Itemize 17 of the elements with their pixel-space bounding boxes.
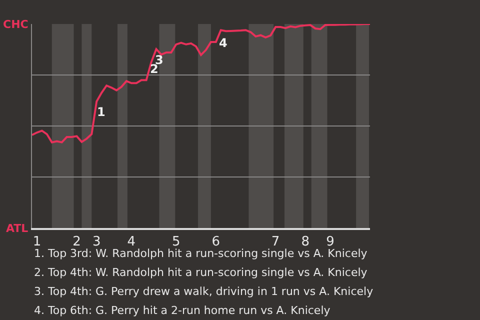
x-tick-label: 5	[172, 234, 180, 250]
text: 2. Top 4th: W. Randolph hit a run-scoring single vs A. Knicely	[34, 266, 368, 279]
text: ATL	[6, 222, 28, 235]
x-tick-label: 3	[92, 234, 101, 250]
x-tick-label: 2	[72, 234, 81, 250]
x-tick-label: 1	[32, 234, 42, 250]
x-tick-label: 6	[212, 234, 220, 250]
text: 1. Top 3rd: W. Randolph hit a run-scoring single vs A. Knicely	[34, 247, 368, 260]
x-tick-label: 7	[271, 234, 280, 250]
x-tick-label: 9	[326, 234, 334, 250]
annotation: 4	[219, 36, 228, 50]
x-tick-label: 4	[127, 234, 136, 250]
x-tick-label: 8	[301, 234, 310, 250]
text: CHC	[3, 18, 28, 31]
text: 3. Top 4th: G. Perry drew a walk, driving in 1 run vs A. Knicely	[34, 285, 374, 298]
text: 4. Top 6th: G. Perry hit a 2-run home run vs A. Knicely	[34, 304, 331, 317]
annotation: 1	[97, 105, 106, 119]
